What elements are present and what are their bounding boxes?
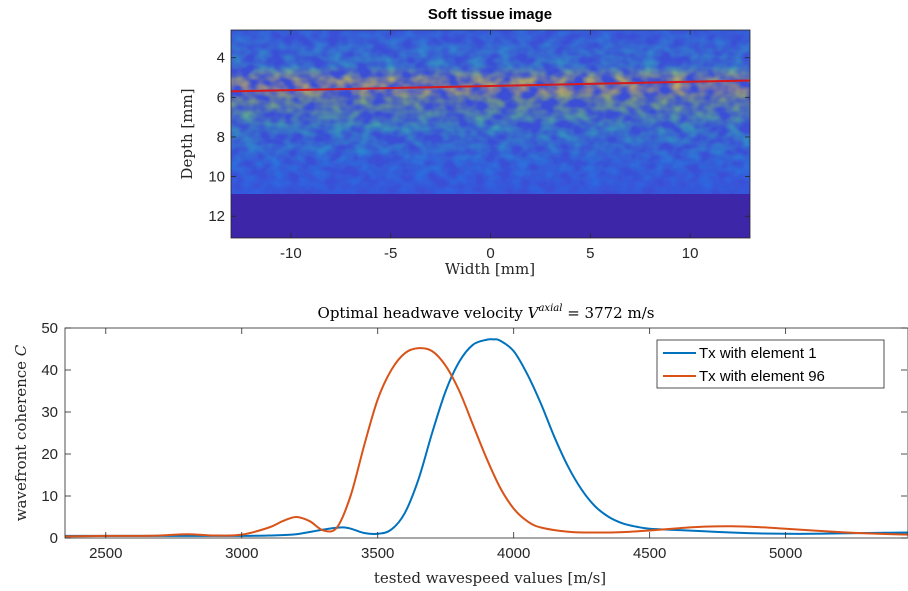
coherence-xtick-label-0: 2500 [89, 545, 122, 562]
tissue-xtick-label-0: -10 [280, 245, 302, 262]
tissue-image-xlabel: Width [mm] [445, 260, 535, 278]
legend-label-element-1: Tx with element 1 [699, 345, 817, 362]
coherence-ylabel-prefix: wavefront coherence [12, 356, 30, 521]
tissue-ytick-label-2: 8 [217, 129, 225, 146]
coherence-ytick-label-1: 10 [41, 488, 58, 505]
coherence-title: Optimal headwave velocity Vaxial = 3772 … [318, 303, 655, 322]
tissue-image-panel: Soft tissue image -10 -5 0 5 10 4 6 8 10 12 Width… [178, 6, 751, 278]
coherence-title-prefix: Optimal headwave velocity [318, 304, 528, 322]
tissue-xtick-label-2: 0 [486, 245, 494, 262]
coherence-xtick-label-3: 4000 [497, 545, 530, 562]
coherence-xtick-label-2: 3500 [361, 545, 394, 562]
coherence-panel: Optimal headwave velocity Vaxial = 3772 … [12, 303, 908, 587]
coherence-ylabel-symbol: C [12, 344, 30, 356]
tissue-ytick-label-4: 12 [208, 208, 225, 225]
coherence-xtick-label-5: 5000 [769, 545, 802, 562]
tissue-ytick-label-3: 10 [208, 169, 225, 186]
tissue-ytick-label-0: 4 [217, 50, 225, 67]
tissue-image-speckle [231, 30, 750, 194]
coherence-ytick-label-5: 50 [41, 320, 58, 337]
tissue-ytick-label-1: 6 [217, 89, 225, 106]
coherence-ytick-label-2: 20 [41, 446, 58, 463]
legend: Tx with element 1 Tx with element 96 [656, 339, 885, 389]
legend-label-element-96: Tx with element 96 [699, 368, 825, 385]
tissue-image-ylabel: Depth [mm] [178, 88, 196, 179]
coherence-title-sup: axial [538, 303, 562, 314]
tissue-xtick-label-3: 5 [586, 245, 594, 262]
series-line-element-1 [65, 338, 908, 537]
tissue-image-title: Soft tissue image [428, 6, 552, 23]
coherence-title-suffix: = 3772 m/s [562, 304, 654, 322]
coherence-xlabel: tested wavespeed values [m/s] [374, 569, 606, 587]
tissue-xtick-label-4: 10 [682, 245, 699, 262]
coherence-title-symbol: V [528, 304, 541, 322]
coherence-plot-frame [64, 327, 908, 539]
coherence-ytick-label-0: 0 [50, 530, 58, 547]
coherence-ytick-label-3: 30 [41, 404, 58, 421]
coherence-xtick-label-4: 4500 [633, 545, 666, 562]
coherence-xtick-label-1: 3000 [225, 545, 258, 562]
tissue-xtick-label-1: -5 [384, 245, 397, 262]
coherence-ylabel: wavefront coherence C [12, 344, 30, 521]
coherence-ytick-label-4: 40 [41, 362, 58, 379]
tissue-overlay-line [231, 79, 750, 93]
series-line-element-96 [65, 347, 908, 538]
legend-box [656, 339, 885, 389]
